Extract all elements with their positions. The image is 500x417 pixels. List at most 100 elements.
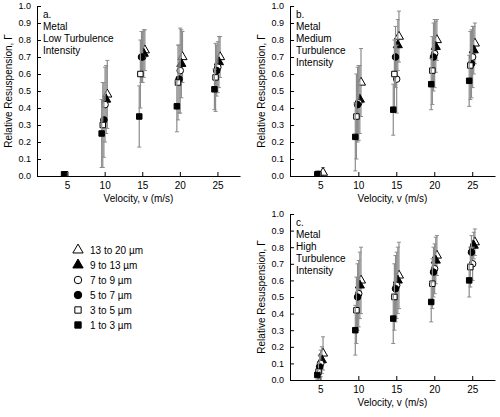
error-cap bbox=[429, 58, 433, 59]
error-cap bbox=[396, 19, 400, 20]
y-tick-label: 0.1 bbox=[271, 359, 284, 369]
point bbox=[174, 104, 179, 109]
error-cap bbox=[103, 67, 107, 68]
y-tick-label: 0.0 bbox=[271, 375, 284, 385]
y-tick-label: 0.7 bbox=[271, 259, 284, 269]
error-cap bbox=[429, 282, 433, 283]
annotation: b.MetalMediumTurbulenceIntensity bbox=[296, 9, 346, 68]
x-tick: 15 bbox=[391, 376, 403, 395]
y-tick: 0.8 bbox=[271, 243, 294, 253]
error-cap bbox=[391, 343, 395, 344]
point bbox=[392, 54, 399, 61]
y-tick: 0.6 bbox=[18, 69, 41, 79]
legend-label: 9 to 13 µm bbox=[90, 260, 137, 271]
plot-area bbox=[315, 229, 480, 380]
error-cap bbox=[430, 36, 434, 37]
error-cap bbox=[391, 84, 395, 85]
error-cap bbox=[469, 29, 473, 30]
y-tick-label: 0.1 bbox=[18, 154, 31, 164]
x-tick-label: 25 bbox=[212, 180, 224, 191]
point bbox=[100, 122, 105, 127]
error-cap bbox=[216, 41, 220, 42]
point bbox=[466, 278, 471, 283]
legend-label: 13 to 20 µm bbox=[90, 245, 143, 256]
error-cap bbox=[357, 260, 361, 261]
error-cap bbox=[178, 28, 182, 29]
y-tick-mark bbox=[37, 74, 41, 75]
error-cap bbox=[354, 74, 358, 75]
legend-label: 1 to 3 µm bbox=[90, 320, 132, 331]
point bbox=[138, 71, 143, 76]
point bbox=[391, 107, 396, 112]
y-tick: 0.7 bbox=[271, 259, 294, 269]
y-tick-mark bbox=[290, 347, 294, 348]
y-tick: 0.1 bbox=[18, 154, 41, 164]
error-cap bbox=[434, 237, 438, 238]
x-tick-label: 20 bbox=[175, 180, 187, 191]
legend-marker bbox=[75, 307, 81, 313]
annotation-line: Turbulence bbox=[296, 45, 346, 56]
x-tick: 15 bbox=[391, 172, 403, 191]
error-cap bbox=[138, 40, 142, 41]
point bbox=[391, 316, 396, 321]
error-cap bbox=[469, 235, 473, 236]
error-cap bbox=[104, 65, 108, 66]
y-tick: 0.5 bbox=[18, 86, 41, 96]
error-cap bbox=[142, 29, 146, 30]
y-tick-mark bbox=[290, 214, 294, 215]
point bbox=[61, 172, 66, 176]
point bbox=[466, 78, 471, 83]
x-axis: 510152025 bbox=[291, 172, 496, 191]
x-tick: 10 bbox=[353, 376, 365, 395]
legend-entry: 3 to 5 µm bbox=[75, 305, 132, 316]
y-tick: 0.1 bbox=[271, 154, 294, 164]
y-tick-label: 0.8 bbox=[18, 35, 31, 45]
annotation-line: a. bbox=[43, 9, 51, 20]
point bbox=[428, 299, 433, 304]
error-cap bbox=[394, 26, 398, 27]
error-cap bbox=[391, 135, 395, 136]
y-tick: 0.9 bbox=[271, 18, 294, 28]
error-cap bbox=[175, 80, 179, 81]
y-tick: 0.5 bbox=[271, 86, 294, 96]
legend-entry: 7 to 9 µm bbox=[74, 275, 132, 286]
error-cap bbox=[433, 243, 437, 244]
error-cap bbox=[471, 26, 475, 27]
x-tick-mark bbox=[472, 376, 473, 380]
error-cap bbox=[432, 23, 436, 24]
annotation: a.MetalLow TurbulenceIntensity bbox=[43, 9, 114, 56]
y-tick-mark bbox=[37, 91, 41, 92]
legend: 13 to 20 µm9 to 13 µm7 to 9 µm5 to 7 µm3… bbox=[73, 244, 143, 331]
error-cap bbox=[217, 36, 221, 37]
point bbox=[392, 71, 397, 76]
point bbox=[468, 249, 475, 256]
point bbox=[353, 327, 358, 332]
y-tick-label: 0.4 bbox=[271, 103, 284, 113]
y-tick: 0.7 bbox=[18, 52, 41, 62]
error-cap bbox=[315, 370, 319, 371]
x-tick: 15 bbox=[137, 172, 149, 191]
y-tick-label: 0.5 bbox=[18, 86, 31, 96]
y-tick-label: 1.0 bbox=[271, 1, 284, 11]
y-tick-label: 0.7 bbox=[18, 52, 31, 62]
error-cap bbox=[140, 31, 144, 32]
y-tick: 0.6 bbox=[271, 276, 294, 286]
point bbox=[468, 264, 473, 269]
y-tick-label: 0.9 bbox=[18, 18, 31, 28]
error-cap bbox=[391, 293, 395, 294]
error-cap bbox=[397, 242, 401, 243]
annotation-line: Intensity bbox=[296, 57, 333, 68]
y-tick-label: 1.0 bbox=[18, 1, 31, 11]
panel: 5101520250.00.10.20.30.40.50.60.70.80.91… bbox=[256, 1, 496, 204]
point bbox=[318, 348, 327, 356]
y-tick: 0.2 bbox=[18, 137, 41, 147]
series bbox=[318, 11, 479, 176]
x-tick-mark bbox=[217, 172, 218, 176]
y-tick-mark bbox=[290, 74, 294, 75]
x-tick-mark bbox=[358, 172, 359, 176]
y-axis: 0.00.10.20.30.40.50.60.70.80.91.0 bbox=[271, 1, 294, 181]
error-cap bbox=[320, 346, 324, 347]
point bbox=[354, 308, 359, 313]
error-cap bbox=[105, 60, 109, 61]
y-axis: 0.00.10.20.30.40.50.60.70.80.91.0 bbox=[271, 209, 294, 385]
